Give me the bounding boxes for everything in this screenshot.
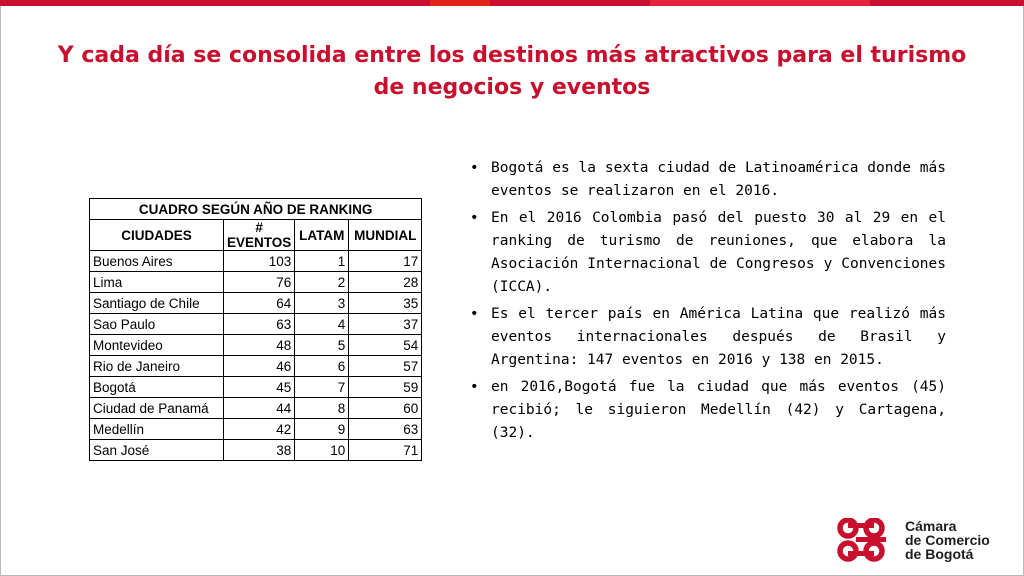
cell-latam: 1: [294, 250, 350, 272]
cell-city: Buenos Aires: [89, 250, 224, 272]
logo-line-2: de Comercio: [905, 532, 990, 548]
bullet-list: • Bogotá es la sexta ciudad de Latinoamér…: [470, 157, 946, 449]
cell-mundial: 28: [348, 271, 423, 293]
cell-latam: 4: [294, 313, 350, 335]
table-row: Lima 76 2 28: [89, 271, 423, 293]
cell-events: 76: [222, 271, 296, 293]
bullet-dot-icon: •: [470, 306, 479, 322]
cell-mundial: 60: [348, 397, 423, 419]
ccb-logo-wordmark: Cámara de Comercio de Bogotá: [905, 519, 990, 561]
ranking-table-body: Buenos Aires 103 1 17 Lima 76 2 28 Santiago de C…: [89, 250, 423, 461]
cell-city: Lima: [89, 271, 224, 293]
table-row: Medellín 42 9 63: [89, 418, 423, 440]
bullet-text: Es el tercer país en América Latina que …: [491, 306, 946, 368]
cell-city: Ciudad de Panamá: [89, 397, 224, 419]
cell-events: 42: [222, 418, 296, 440]
cell-events: 38: [222, 439, 296, 461]
cell-city: San José: [89, 439, 224, 461]
header-mundial: MUNDIAL: [348, 219, 423, 251]
cell-mundial: 59: [348, 376, 423, 398]
ccb-logo: Cámara de Comercio de Bogotá: [834, 518, 1009, 562]
ranking-table: CUADRO SEGÚN AÑO DE RANKING CIUDADES # E…: [88, 198, 423, 461]
table-row: Santiago de Chile 64 3 35: [89, 292, 423, 314]
header-eventos: # EVENTOS: [222, 219, 296, 251]
bullet-text: Bogotá es la sexta ciudad de Latinoaméri…: [491, 160, 946, 199]
cell-mundial: 57: [348, 355, 423, 377]
table-row: Montevideo 48 5 54: [89, 334, 423, 356]
table-row: Sao Paulo 63 4 37: [89, 313, 423, 335]
cell-latam: 6: [294, 355, 350, 377]
cell-latam: 9: [294, 418, 350, 440]
cell-latam: 2: [294, 271, 350, 293]
bullet-text: En el 2016 Colombia pasó del puesto 30 a…: [491, 210, 946, 295]
cell-latam: 3: [294, 292, 350, 314]
table-row: Ciudad de Panamá 44 8 60: [89, 397, 423, 419]
table-row: Bogotá 45 7 59: [89, 376, 423, 398]
cell-events: 103: [222, 250, 296, 272]
header-latam: LATAM: [294, 219, 350, 251]
bullet-item: • en 2016,Bogotá fue la ciudad que más ev…: [470, 376, 946, 445]
logo-line-3: de Bogotá: [905, 546, 974, 562]
cell-events: 64: [222, 292, 296, 314]
header-ciudades: CIUDADES: [89, 219, 224, 251]
bullet-dot-icon: •: [470, 379, 479, 395]
cell-city: Bogotá: [89, 376, 224, 398]
cell-events: 44: [222, 397, 296, 419]
cell-mundial: 35: [348, 292, 423, 314]
cell-mundial: 37: [348, 313, 423, 335]
top-accent-bar: [0, 0, 1024, 6]
cell-mundial: 63: [348, 418, 423, 440]
cell-events: 48: [222, 334, 296, 356]
cell-events: 46: [222, 355, 296, 377]
table-row: San José 38 10 71: [89, 439, 423, 461]
bullet-item: • Bogotá es la sexta ciudad de Latinoamér…: [470, 157, 946, 203]
cell-latam: 10: [294, 439, 350, 461]
cell-city: Sao Paulo: [89, 313, 224, 335]
slide-title: Y cada día se consolida entre los destin…: [57, 43, 967, 100]
cell-latam: 7: [294, 376, 350, 398]
table-row: Buenos Aires 103 1 17: [89, 250, 423, 272]
cell-mundial: 71: [348, 439, 423, 461]
bullet-dot-icon: •: [470, 210, 479, 226]
cell-latam: 5: [294, 334, 350, 356]
cell-events: 45: [222, 376, 296, 398]
bullet-dot-icon: •: [470, 160, 479, 176]
bullet-text: en 2016,Bogotá fue la ciudad que más eve…: [491, 379, 946, 441]
cell-mundial: 54: [348, 334, 423, 356]
logo-line-1: Cámara: [905, 518, 957, 534]
cell-mundial: 17: [348, 250, 423, 272]
bullet-item: • Es el tercer país en América Latina que…: [470, 303, 946, 372]
cell-city: Medellín: [89, 418, 224, 440]
ccb-logo-icon: [837, 518, 886, 562]
cell-city: Santiago de Chile: [89, 292, 224, 314]
table-caption: CUADRO SEGÚN AÑO DE RANKING: [88, 198, 423, 220]
table-row: Rio de Janeiro 46 6 57: [89, 355, 423, 377]
cell-events: 63: [222, 313, 296, 335]
bullet-item: • En el 2016 Colombia pasó del puesto 30 …: [470, 207, 946, 299]
cell-city: Rio de Janeiro: [89, 355, 224, 377]
cell-latam: 8: [294, 397, 350, 419]
cell-city: Montevideo: [89, 334, 224, 356]
